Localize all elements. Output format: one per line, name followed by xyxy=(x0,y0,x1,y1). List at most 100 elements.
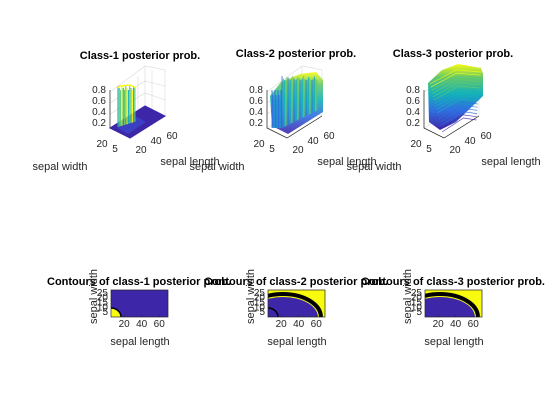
ztick-label: 0.2 xyxy=(406,118,420,129)
plot-frame xyxy=(424,289,483,318)
ylabel: sepal width xyxy=(245,269,257,324)
surface-mesh xyxy=(271,76,318,128)
surface-strand xyxy=(433,85,480,101)
contour-regions xyxy=(425,290,482,317)
axis-lines xyxy=(423,90,480,139)
xtick-label: 20 xyxy=(276,319,288,330)
ylabel: sepal width xyxy=(88,269,100,324)
xlabel: sepal length xyxy=(160,156,219,168)
xtick-label: 20 xyxy=(135,145,147,156)
ytick-label: 20 xyxy=(411,293,423,304)
surface-strand xyxy=(432,79,481,94)
ztick-label: 0.8 xyxy=(92,85,106,96)
panel-title: Contours of class-3 posterior prob. xyxy=(361,276,545,288)
surface-mesh xyxy=(116,84,137,127)
xtick-label: 60 xyxy=(311,319,323,330)
xlabel: sepal length xyxy=(110,336,169,348)
contour-region xyxy=(111,307,122,317)
ztick-label: 0.8 xyxy=(406,85,420,96)
ytick-label: 20 xyxy=(96,139,108,150)
axis-lines xyxy=(266,90,323,139)
surface-strand xyxy=(433,82,480,98)
surface-strand xyxy=(441,117,477,133)
surface-strand xyxy=(116,84,137,89)
ytick-label: 10 xyxy=(254,302,266,313)
ytick-label: 5 xyxy=(112,144,118,155)
panel-title: Class-2 posterior prob. xyxy=(236,48,356,60)
surface-panel-1: Class-1 posterior prob. 0.2 0.4 0.6 0.8 … xyxy=(32,50,219,173)
ytick-label: 10 xyxy=(411,302,423,313)
ylabel: sepal width xyxy=(32,161,87,173)
plot-frame xyxy=(267,289,326,318)
ztick-label: 0.4 xyxy=(406,107,420,118)
contour-line xyxy=(425,292,480,317)
ztick-label: 0.4 xyxy=(249,107,263,118)
ztick-label: 0.4 xyxy=(92,107,106,118)
ztick-label: 0.6 xyxy=(406,96,420,107)
surface-strand xyxy=(437,101,479,117)
surface-strand xyxy=(438,104,478,120)
surface-strand xyxy=(435,92,479,107)
ytick-label: 5 xyxy=(259,307,265,318)
ztick-label: 0.2 xyxy=(92,118,106,129)
contour-regions xyxy=(111,307,122,317)
ytick-label: 15 xyxy=(254,298,266,309)
surface-strand xyxy=(431,76,481,91)
ylabel: sepal width xyxy=(189,161,244,173)
ylabel: sepal width xyxy=(346,161,401,173)
surface-panel-2: Class-2 posterior prob. 0.2 0.4 0.6 0.8 … xyxy=(189,48,376,173)
contour-line xyxy=(268,292,323,317)
surface-strand xyxy=(436,95,479,110)
ytick-label: 5 xyxy=(102,307,108,318)
xtick-label: 20 xyxy=(119,319,131,330)
contour-panel-2: Contours of class-2 posterior prob. 20 40 6… xyxy=(204,269,388,348)
xlabel: sepal length xyxy=(317,156,376,168)
ztick-label: 0.6 xyxy=(92,96,106,107)
surface-strand xyxy=(441,114,477,130)
xtick-label: 40 xyxy=(150,136,162,147)
ytick-label: 5 xyxy=(426,144,432,155)
xtick-label: 60 xyxy=(166,131,178,142)
xtick-label: 40 xyxy=(136,319,148,330)
surface-panel-3: Class-3 posterior prob. 0.2 0.4 0.6 0.8 … xyxy=(346,48,540,173)
ytick-label: 15 xyxy=(97,298,109,309)
xtick-label: 20 xyxy=(449,145,461,156)
xtick-label: 20 xyxy=(433,319,445,330)
ytick-label: 5 xyxy=(416,307,422,318)
ytick-label: 20 xyxy=(253,139,265,150)
surface-strand xyxy=(434,88,480,104)
surface-strand xyxy=(430,72,481,88)
plot-frame xyxy=(110,289,169,318)
ztick-label: 0.2 xyxy=(249,118,263,129)
contour-region xyxy=(268,297,318,317)
ytick-label: 15 xyxy=(411,298,423,309)
xlabel: sepal length xyxy=(267,336,326,348)
ztick-label: 0.8 xyxy=(249,85,263,96)
ytick-label: 20 xyxy=(254,293,266,304)
ztick-label: 0.6 xyxy=(249,96,263,107)
contour-panel-3: Contours of class-3 posterior prob. 20 40 6… xyxy=(361,269,545,348)
xtick-label: 60 xyxy=(480,131,492,142)
xtick-label: 40 xyxy=(307,136,319,147)
surface-strand xyxy=(437,98,479,114)
ytick-label: 20 xyxy=(410,139,422,150)
ytick-label: 25 xyxy=(254,288,266,299)
xtick-label: 40 xyxy=(464,136,476,147)
xtick-label: 40 xyxy=(450,319,462,330)
surface-mesh xyxy=(429,69,482,133)
ytick-label: 25 xyxy=(411,288,423,299)
ytick-label: 20 xyxy=(97,293,109,304)
xtick-label: 60 xyxy=(154,319,166,330)
ytick-label: 10 xyxy=(97,302,109,313)
surface-strand xyxy=(429,69,482,85)
surface-strand xyxy=(440,111,478,126)
ytick-label: 5 xyxy=(269,144,275,155)
contour-region xyxy=(425,297,475,317)
panel-title: Contours of class-2 posterior prob. xyxy=(204,276,388,288)
xlabel: sepal length xyxy=(481,156,540,168)
contour-regions xyxy=(268,290,325,317)
ytick-label: 25 xyxy=(97,288,109,299)
ylabel: sepal width xyxy=(402,269,414,324)
